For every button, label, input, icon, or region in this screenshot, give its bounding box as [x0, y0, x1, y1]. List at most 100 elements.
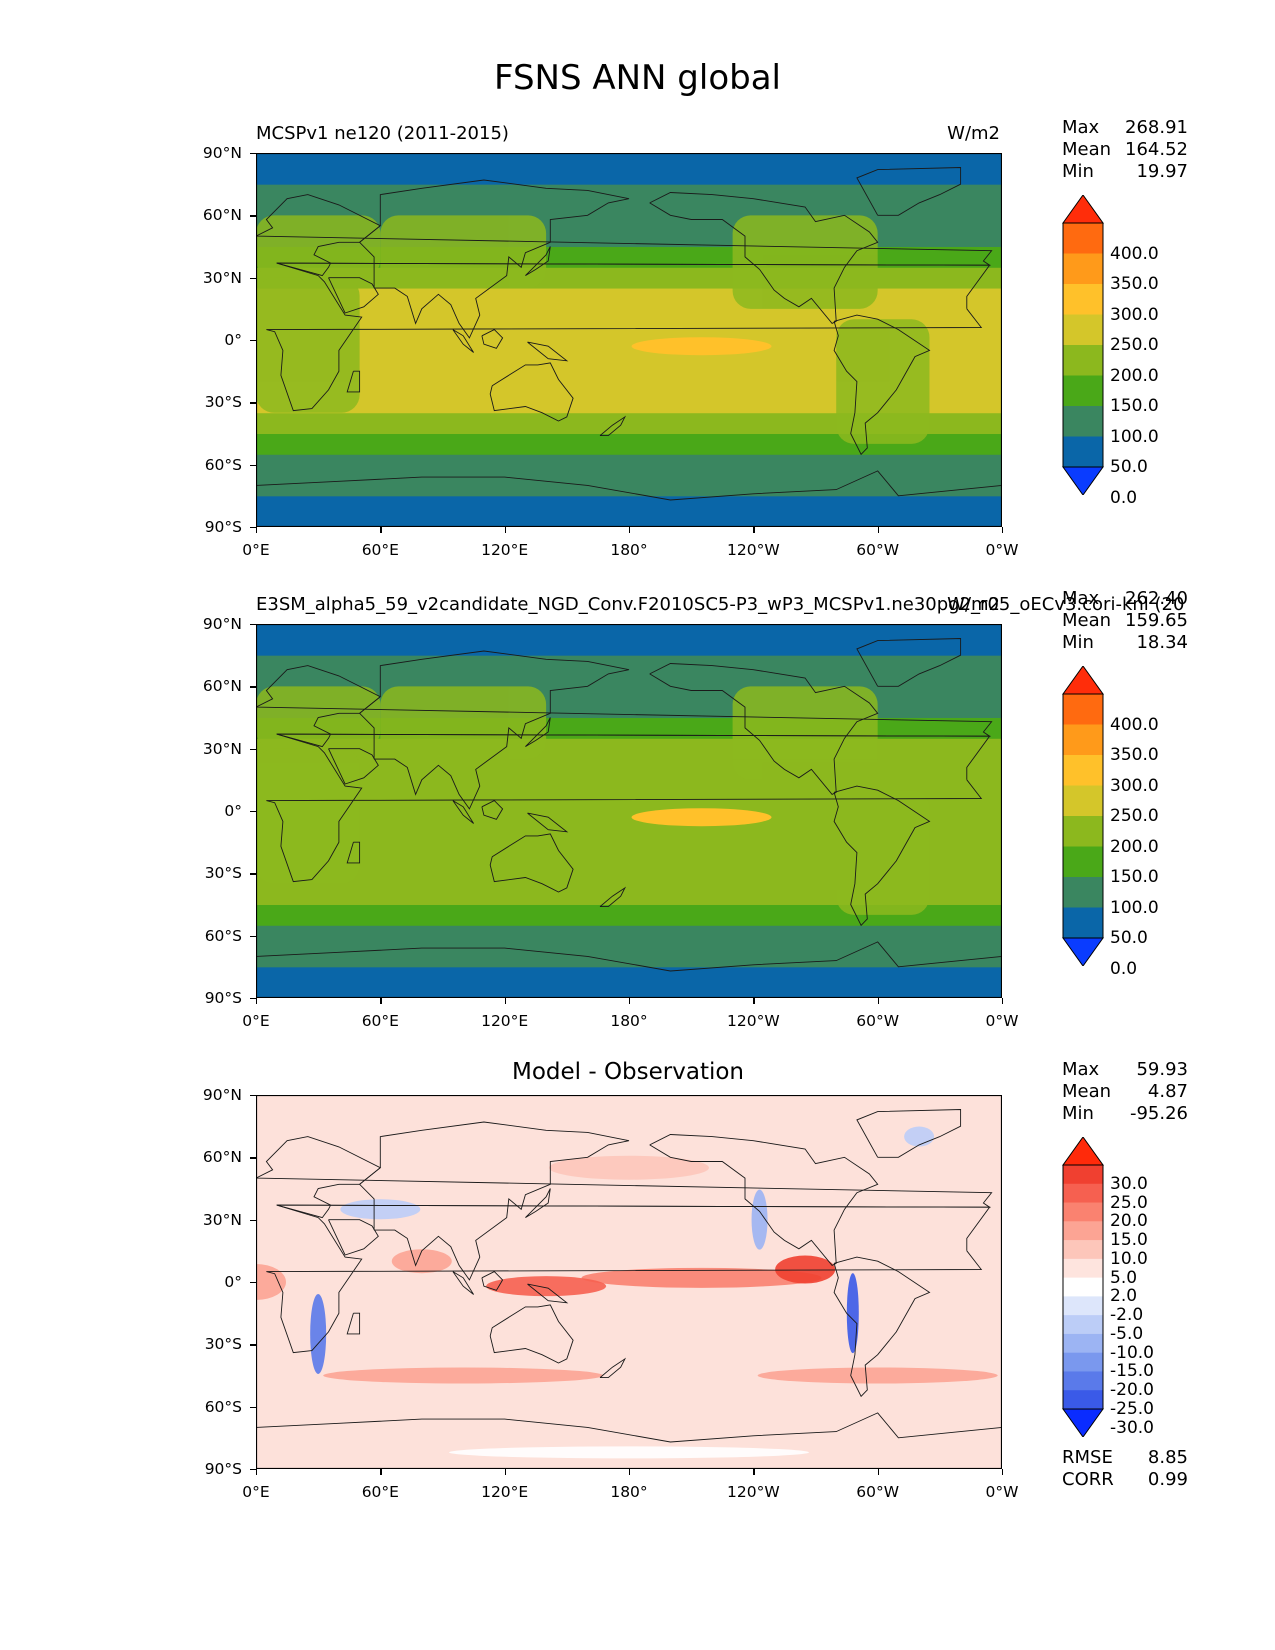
colorbar-segment — [1063, 1371, 1103, 1391]
land-patches — [256, 686, 930, 915]
stats-box: Max 262.40 Mean 159.65 Min 18.34 — [1062, 588, 1188, 654]
lat-tick — [250, 1219, 256, 1221]
colorbar-segment — [1063, 1202, 1103, 1222]
lat-tick — [250, 1157, 256, 1159]
colorbar-tick-label: 10.0 — [1110, 1248, 1148, 1269]
diff-blob — [310, 1293, 327, 1374]
colorbar-segments — [1062, 666, 1104, 966]
coastline — [856, 167, 962, 216]
coastline — [452, 329, 474, 353]
lon-tick — [877, 998, 879, 1004]
coastline — [481, 329, 504, 349]
lat-tick — [250, 873, 256, 875]
field-band — [256, 862, 1002, 885]
coastline — [256, 470, 1002, 501]
colorbar-outline — [1062, 693, 1104, 939]
lat-tick — [250, 1469, 256, 1471]
land-patch — [256, 277, 360, 413]
field-band — [256, 624, 1002, 656]
colorbar-segments — [1062, 1137, 1104, 1437]
coastline — [525, 246, 551, 276]
coastline — [525, 1188, 551, 1218]
lon-tick — [753, 1469, 755, 1475]
lon-tick-label: 120°W — [726, 541, 780, 559]
field-band — [256, 925, 1002, 957]
coastline — [527, 1283, 569, 1304]
stat-min-value: -95.26 — [1129, 1103, 1188, 1124]
colorbar-outline — [1062, 222, 1104, 468]
coastline — [346, 370, 361, 393]
colorbar-segment — [1063, 1315, 1103, 1335]
diff-blob — [449, 1446, 809, 1459]
lat-tick-label: 30°N — [202, 739, 242, 758]
field-band — [256, 904, 1002, 926]
panel-reference: E3SM_alpha5_59_v2candidate_NGD_Conv.F201… — [0, 588, 1275, 1094]
stat-mean-label: Mean — [1062, 1081, 1112, 1102]
lon-tick-label: 60°E — [361, 1483, 399, 1501]
lat-tick-label: 60°N — [202, 206, 242, 225]
colorbar-extend-min — [1062, 937, 1104, 966]
lon-tick — [877, 527, 879, 533]
max-region — [631, 808, 772, 827]
lon-tick-label: 0°E — [242, 1483, 270, 1501]
colorbar-tick-label: 200.0 — [1110, 836, 1159, 857]
lat-tick-label: 0° — [224, 1273, 242, 1291]
lon-tick-label: 0°E — [242, 1012, 270, 1030]
coastline — [525, 717, 551, 747]
colorbar-tick-label: 400.0 — [1110, 243, 1159, 264]
panel-title-center: Model - Observation — [511, 1059, 745, 1085]
colorbar-tick-label: 300.0 — [1110, 775, 1159, 796]
lon-tick — [753, 998, 755, 1004]
lat-tick — [250, 686, 256, 688]
coastline — [599, 1357, 627, 1379]
colorbar-segment — [1063, 1296, 1103, 1316]
colorbar-tick-label: 0.0 — [1110, 958, 1138, 979]
lon-tick — [380, 527, 382, 533]
lat-tick-label: 30°S — [204, 393, 242, 412]
colorbar-tick-label: 350.0 — [1110, 274, 1159, 294]
stat-mean-value: 4.87 — [1147, 1081, 1188, 1102]
colorbar-extend-max — [1062, 1137, 1104, 1166]
stat-max-label: Max — [1062, 117, 1100, 138]
colorbar-tick-label: 2.0 — [1110, 1286, 1138, 1307]
lat-tick — [250, 935, 256, 937]
colorbar — [1062, 195, 1104, 495]
coastline — [328, 748, 379, 785]
coastline — [266, 1204, 991, 1354]
coastline — [856, 638, 962, 687]
lon-tick — [256, 998, 258, 1004]
lon-tick-label: 120°E — [481, 541, 529, 559]
lon-tick-label: 60°E — [361, 1012, 399, 1030]
coastlines — [256, 1109, 1002, 1443]
lat-tick — [250, 1095, 256, 1097]
colorbar-segment — [1063, 284, 1103, 315]
lon-tick-label: 120°W — [726, 1483, 780, 1501]
stats-box: Max 59.93 Mean 4.87 Min -95.26 — [1062, 1059, 1188, 1125]
lat-tick — [250, 527, 256, 529]
lon-tick — [504, 527, 506, 533]
coastline — [328, 1219, 379, 1256]
lon-tick — [753, 527, 755, 533]
lon-tick — [504, 1469, 506, 1475]
field-band — [256, 485, 1002, 497]
lon-tick-label: 180° — [610, 1483, 648, 1501]
lon-tick-label: 180° — [610, 1012, 648, 1030]
colorbar-segment — [1063, 1240, 1103, 1260]
lat-tick-label: 90°N — [202, 1086, 242, 1104]
colorbar-extend-max — [1062, 666, 1104, 695]
lat-tick-label: 60°N — [202, 677, 242, 696]
colorbar-segment — [1063, 1258, 1103, 1279]
stat-min-label: Min — [1062, 161, 1094, 182]
colorbar-tick-label: 15.0 — [1110, 1230, 1148, 1251]
diff-blob — [751, 1189, 768, 1250]
colorbar-tick-label: 25.0 — [1110, 1192, 1148, 1213]
colorbar-tick-label: 250.0 — [1110, 335, 1159, 355]
diff-features — [256, 1126, 998, 1459]
lat-tick-label: 30°N — [202, 268, 242, 287]
lon-tick-label: 60°W — [856, 1483, 900, 1501]
stat-mean-value: 164.52 — [1125, 139, 1188, 160]
coastlines — [256, 167, 1002, 501]
error-stats-box: RMSE 8.85 CORR 0.99 — [1062, 1447, 1188, 1491]
coastline — [527, 341, 569, 362]
colorbar-tick-label: 0.0 — [1110, 487, 1138, 508]
